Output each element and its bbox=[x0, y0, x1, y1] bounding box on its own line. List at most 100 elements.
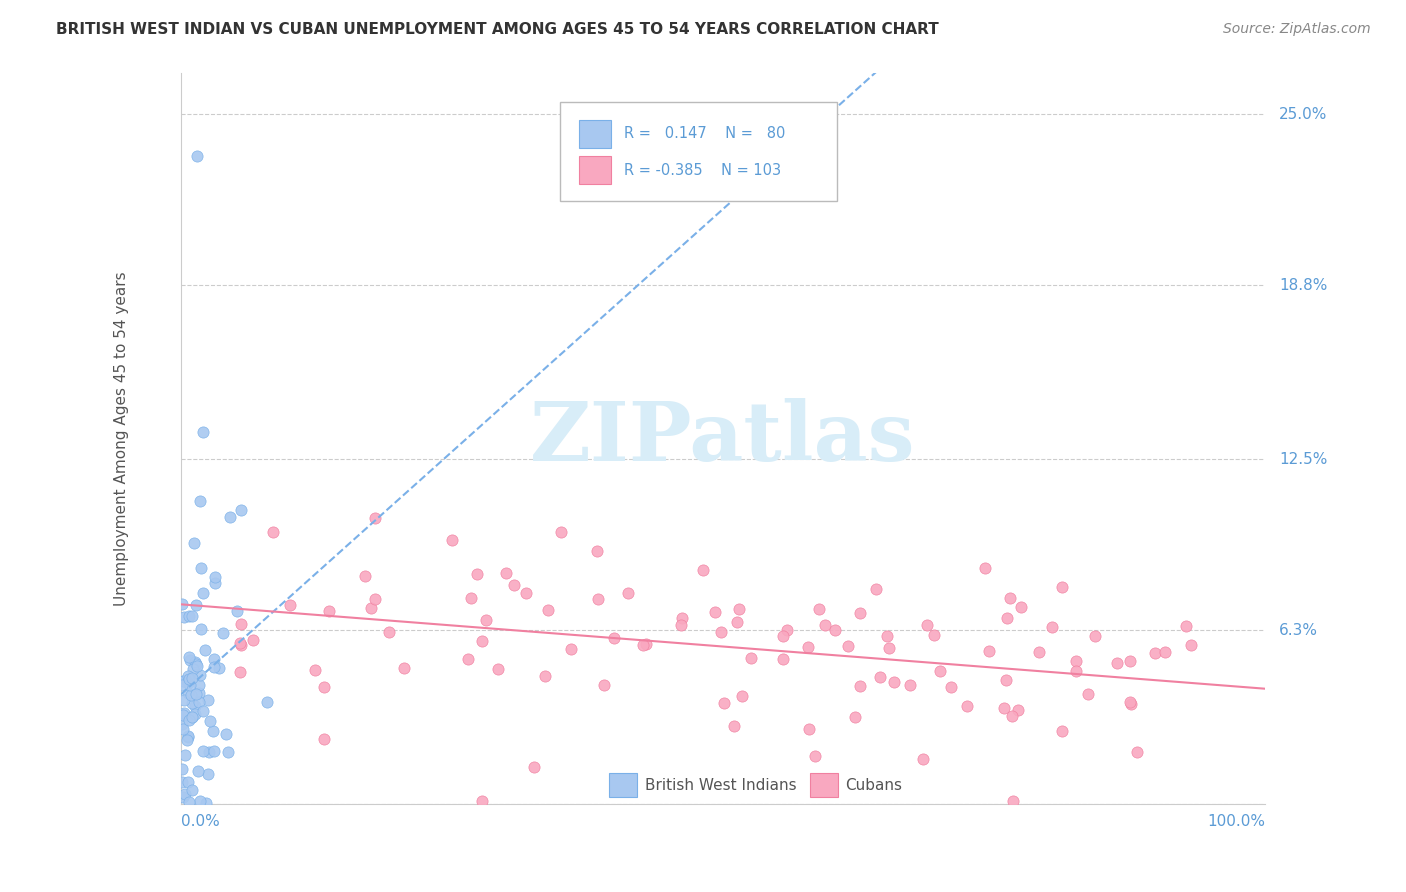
Text: Cubans: Cubans bbox=[845, 778, 903, 792]
Point bbox=[204, 570, 226, 584]
Point bbox=[848, 680, 870, 694]
Point bbox=[394, 661, 416, 675]
Point bbox=[187, 764, 209, 778]
Point bbox=[669, 618, 692, 632]
Point bbox=[704, 605, 727, 619]
Point bbox=[824, 624, 846, 638]
Text: Source: ZipAtlas.com: Source: ZipAtlas.com bbox=[1223, 22, 1371, 37]
Point bbox=[1066, 654, 1088, 668]
Point bbox=[176, 733, 198, 747]
Point bbox=[215, 727, 238, 741]
Point bbox=[180, 783, 202, 797]
Point bbox=[1119, 698, 1142, 712]
Point bbox=[727, 602, 749, 616]
Point bbox=[177, 774, 200, 789]
Point bbox=[172, 673, 194, 688]
Point bbox=[924, 628, 946, 642]
Point bbox=[197, 693, 219, 707]
Point bbox=[188, 794, 211, 808]
Point bbox=[229, 617, 252, 632]
Text: R =   0.147    N =   80: R = 0.147 N = 80 bbox=[624, 126, 786, 141]
Point bbox=[181, 709, 204, 723]
Point bbox=[217, 745, 239, 759]
Point bbox=[177, 669, 200, 683]
Point bbox=[262, 524, 284, 539]
Point bbox=[973, 561, 995, 575]
Text: 12.5%: 12.5% bbox=[1279, 451, 1327, 467]
Point bbox=[314, 731, 336, 746]
Point bbox=[495, 566, 517, 580]
Point bbox=[191, 425, 214, 439]
Point bbox=[208, 661, 231, 675]
Point bbox=[928, 664, 950, 678]
Point bbox=[174, 787, 197, 801]
Point bbox=[176, 730, 198, 744]
Point bbox=[177, 795, 200, 809]
Point bbox=[177, 675, 200, 690]
Point bbox=[1174, 618, 1197, 632]
Point bbox=[212, 626, 235, 640]
Point bbox=[1010, 599, 1032, 614]
Point bbox=[1028, 645, 1050, 659]
Point bbox=[174, 673, 197, 687]
Point bbox=[184, 707, 207, 722]
Point bbox=[242, 632, 264, 647]
Point bbox=[180, 688, 202, 702]
Text: R = -0.385    N = 103: R = -0.385 N = 103 bbox=[624, 162, 782, 178]
Point bbox=[471, 794, 494, 808]
Point bbox=[471, 634, 494, 648]
Point bbox=[911, 752, 934, 766]
Point bbox=[354, 569, 377, 583]
Point bbox=[170, 762, 193, 776]
Point bbox=[172, 775, 194, 789]
Point bbox=[865, 582, 887, 597]
Point bbox=[173, 693, 195, 707]
Point bbox=[537, 603, 560, 617]
Point bbox=[869, 670, 891, 684]
Point bbox=[188, 667, 211, 681]
Point bbox=[191, 704, 214, 718]
Point bbox=[173, 673, 195, 688]
Point bbox=[876, 629, 898, 643]
Point bbox=[202, 744, 225, 758]
Point bbox=[181, 697, 204, 711]
Point bbox=[503, 578, 526, 592]
Point bbox=[797, 722, 820, 736]
Point bbox=[1119, 695, 1142, 709]
Point bbox=[1180, 638, 1202, 652]
Point bbox=[204, 575, 226, 590]
Point bbox=[534, 669, 557, 683]
Point bbox=[731, 689, 754, 703]
Point bbox=[939, 680, 962, 694]
Point bbox=[592, 678, 614, 692]
Point bbox=[184, 687, 207, 701]
Text: BRITISH WEST INDIAN VS CUBAN UNEMPLOYMENT AMONG AGES 45 TO 54 YEARS CORRELATION : BRITISH WEST INDIAN VS CUBAN UNEMPLOYMEN… bbox=[56, 22, 939, 37]
Point bbox=[187, 678, 209, 692]
Point bbox=[304, 663, 326, 677]
Point bbox=[229, 503, 252, 517]
Point bbox=[229, 665, 252, 679]
Point bbox=[586, 592, 609, 607]
Point bbox=[176, 685, 198, 699]
Point bbox=[179, 678, 201, 692]
Point bbox=[550, 524, 572, 539]
Point bbox=[692, 564, 714, 578]
Point bbox=[312, 680, 335, 694]
Point bbox=[364, 511, 387, 525]
Point bbox=[1143, 646, 1166, 660]
Text: 6.3%: 6.3% bbox=[1279, 623, 1319, 638]
Point bbox=[713, 696, 735, 710]
Point bbox=[179, 653, 201, 667]
Point bbox=[1050, 724, 1073, 739]
Point bbox=[993, 701, 1015, 715]
Point bbox=[1084, 629, 1107, 643]
Point bbox=[1119, 654, 1142, 668]
Point bbox=[197, 767, 219, 781]
Point bbox=[186, 658, 208, 673]
Point bbox=[585, 543, 607, 558]
Point bbox=[457, 652, 479, 666]
Point bbox=[174, 748, 197, 763]
Point bbox=[364, 592, 387, 607]
Point bbox=[1153, 645, 1175, 659]
Point bbox=[181, 662, 204, 676]
